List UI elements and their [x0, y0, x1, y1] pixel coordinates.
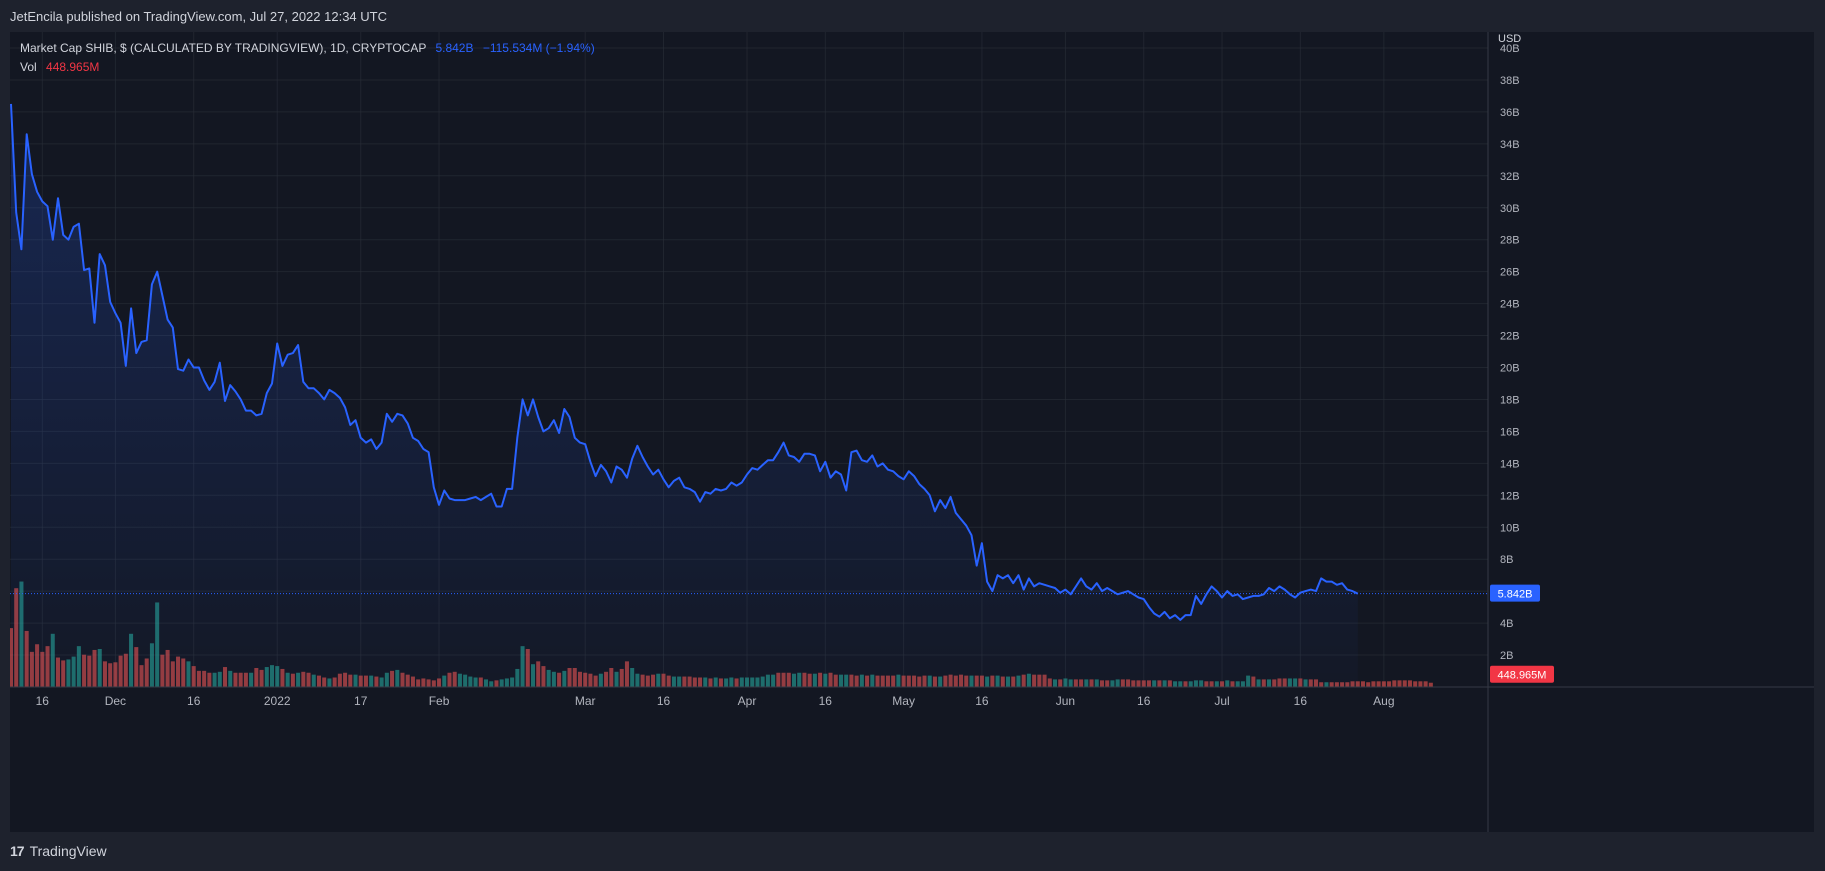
footer-bar: [0, 832, 1825, 871]
y-tick-label-4: 10B: [1500, 522, 1520, 534]
volume-bar-269: [1413, 681, 1418, 687]
last-value-badges: 5.842B 448.965M: [1490, 584, 1554, 683]
published-text: JetEncila published on TradingView.com, …: [10, 9, 387, 24]
legend-vol-label[interactable]: Vol: [20, 60, 37, 74]
legend-last-value: 5.842B: [435, 41, 474, 55]
tradingview-logo-icon: 17: [10, 843, 25, 859]
x-tick-label-1: Dec: [105, 694, 126, 708]
volume-bar-271: [1423, 681, 1428, 687]
volume-bar-267: [1402, 680, 1407, 687]
volume-bar-268: [1407, 680, 1412, 687]
x-tick-label-8: Apr: [738, 694, 757, 708]
y-tick-label-8: 18B: [1500, 394, 1520, 406]
x-tick-label-5: Feb: [429, 694, 450, 708]
y-tick-label-16: 34B: [1500, 139, 1520, 151]
x-tick-label-0: 16: [36, 694, 50, 708]
x-tick-label-15: 16: [1294, 694, 1308, 708]
volume-bar-266: [1397, 680, 1402, 687]
y-tick-label-15: 32B: [1500, 171, 1520, 183]
volume-bar-270: [1418, 681, 1423, 687]
volume-bar-260: [1366, 682, 1371, 687]
legend-volume-row: Vol 448.965M: [20, 58, 595, 77]
legend-vol-value: 448.965M: [46, 60, 100, 74]
x-tick-label-9: 16: [819, 694, 833, 708]
price-line[interactable]: [10, 103, 1359, 621]
x-tick-label-13: 16: [1137, 694, 1151, 708]
volume-bar-263: [1381, 681, 1386, 687]
legend-change: −115.534M (−1.94%): [482, 41, 595, 55]
price-badge-label: 5.842B: [1498, 589, 1533, 601]
legend-symbol[interactable]: Market Cap SHIB, $ (CALCULATED BY TRADIN…: [20, 41, 427, 55]
y-tick-label-1: 4B: [1500, 618, 1513, 630]
x-tick-label-12: Jun: [1056, 694, 1075, 708]
volume-badge: [1490, 665, 1554, 683]
time-axis[interactable]: 16 Dec 16 2022 17 Feb Mar 16 Apr 16 May 16 Jun 16 Jul 1…: [36, 694, 1395, 708]
brand-name: TradingView: [29, 843, 107, 859]
y-tick-label-18: 38B: [1500, 75, 1520, 87]
volume-bar-265: [1392, 680, 1397, 687]
tradingview-brand[interactable]: 17 TradingView: [10, 843, 107, 859]
y-tick-label-11: 24B: [1500, 299, 1520, 311]
publish-bar: JetEncila published on TradingView.com, …: [0, 0, 1825, 32]
volume-badge-label: 448.965M: [1498, 670, 1547, 682]
price-area-fill: [11, 103, 1358, 687]
y-tick-label-10: 22B: [1500, 331, 1520, 343]
y-tick-label-19: 40B: [1500, 43, 1520, 55]
legend-main-row: Market Cap SHIB, $ (CALCULATED BY TRADIN…: [20, 39, 595, 58]
x-tick-label-6: Mar: [575, 694, 596, 708]
volume-bar-272: [1428, 682, 1433, 687]
x-tick-label-2: 16: [187, 694, 201, 708]
chart-frame[interactable]: USD2B4B6B8B10B12B14B16B18B20B22B24B26B28…: [10, 32, 1814, 832]
x-tick-label-3: 2022: [264, 694, 291, 708]
y-tick-label-14: 30B: [1500, 203, 1520, 215]
y-tick-label-6: 14B: [1500, 458, 1520, 470]
y-tick-label-7: 16B: [1500, 426, 1520, 438]
price-area: [10, 103, 1488, 687]
volume-bar-261: [1371, 681, 1376, 687]
volume-bar-262: [1376, 681, 1381, 687]
currency-label: USD: [1498, 33, 1521, 45]
volume-bar-259: [1360, 681, 1365, 687]
price-badge: [1490, 584, 1540, 602]
volume-bar-264: [1387, 681, 1392, 687]
y-tick-label-12: 26B: [1500, 267, 1520, 279]
x-tick-label-11: 16: [975, 694, 989, 708]
x-tick-label-4: 17: [354, 694, 368, 708]
y-tick-label-13: 28B: [1500, 235, 1520, 247]
x-tick-label-10: May: [892, 694, 915, 708]
y-tick-label-5: 12B: [1500, 490, 1520, 502]
x-tick-label-16: Aug: [1373, 694, 1394, 708]
x-tick-label-14: Jul: [1214, 694, 1229, 708]
y-tick-label-0: 2B: [1500, 650, 1513, 662]
market-cap-chart[interactable]: USD2B4B6B8B10B12B14B16B18B20B22B24B26B28…: [10, 32, 1814, 832]
chart-legend: Market Cap SHIB, $ (CALCULATED BY TRADIN…: [20, 39, 595, 77]
y-tick-label-9: 20B: [1500, 363, 1520, 375]
x-tick-label-7: 16: [657, 694, 671, 708]
y-tick-label-17: 36B: [1500, 107, 1520, 119]
y-tick-label-3: 8B: [1500, 554, 1513, 566]
